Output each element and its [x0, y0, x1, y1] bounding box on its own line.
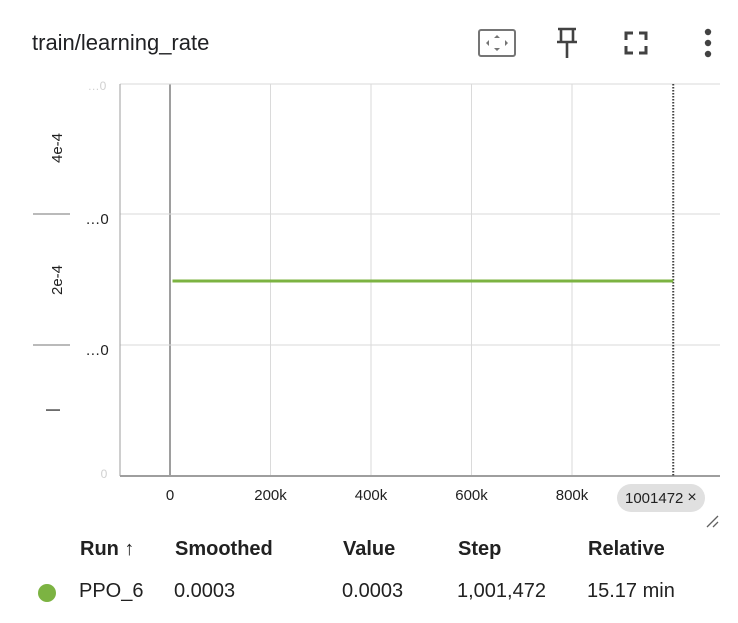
more-vert-icon — [704, 28, 712, 58]
chart-title: train/learning_rate — [32, 30, 210, 55]
column-header-run[interactable]: Run ↑ — [80, 538, 135, 560]
relative-cell: 15.17 min — [587, 580, 675, 602]
fullscreen-icon — [624, 31, 648, 55]
fullscreen-button[interactable] — [616, 26, 656, 60]
pin-icon — [557, 27, 577, 58]
x-tick-label: 0 — [166, 487, 174, 504]
column-header-smoothed[interactable]: Smoothed — [175, 538, 273, 560]
y-tick-label: | — [44, 408, 61, 412]
y-tick-label: …0 — [85, 211, 108, 228]
step-chip: 1001472 × — [617, 484, 705, 512]
column-header-value[interactable]: Value — [343, 538, 396, 560]
value-cell: 0.0003 — [342, 580, 404, 602]
y-tick-label-clipped: 0 — [101, 467, 108, 481]
run-name-cell: PPO_6 — [79, 580, 144, 602]
y-tick-label: 4e-4 — [49, 133, 66, 163]
resize-handle-icon[interactable] — [705, 514, 719, 528]
column-header-relative[interactable]: Relative — [588, 538, 665, 560]
line-chart[interactable]: 0 200k 400k 600k 800k …0 0 4e-4 …0 2e-4 …0 | — [0, 0, 738, 530]
step-cell: 1,001,472 — [457, 580, 546, 602]
x-tick-label: 400k — [355, 487, 388, 504]
x-tick-label: 600k — [455, 487, 488, 504]
y-tick-label: 2e-4 — [49, 265, 66, 295]
fit-to-data-icon — [478, 29, 516, 57]
column-header-step[interactable]: Step — [458, 538, 502, 560]
pin-button[interactable] — [547, 26, 587, 60]
y-tick-label: …0 — [85, 342, 108, 359]
fit-to-data-button[interactable] — [477, 26, 517, 60]
run-color-swatch — [38, 584, 56, 602]
step-chip-label: 1001472 — [625, 489, 684, 507]
x-tick-label: 800k — [556, 487, 589, 504]
x-tick-label: 200k — [254, 487, 287, 504]
more-options-button[interactable] — [688, 26, 728, 60]
y-tick-label-clipped: …0 — [88, 79, 107, 93]
close-icon[interactable]: × — [687, 489, 697, 506]
smoothed-cell: 0.0003 — [174, 580, 236, 602]
